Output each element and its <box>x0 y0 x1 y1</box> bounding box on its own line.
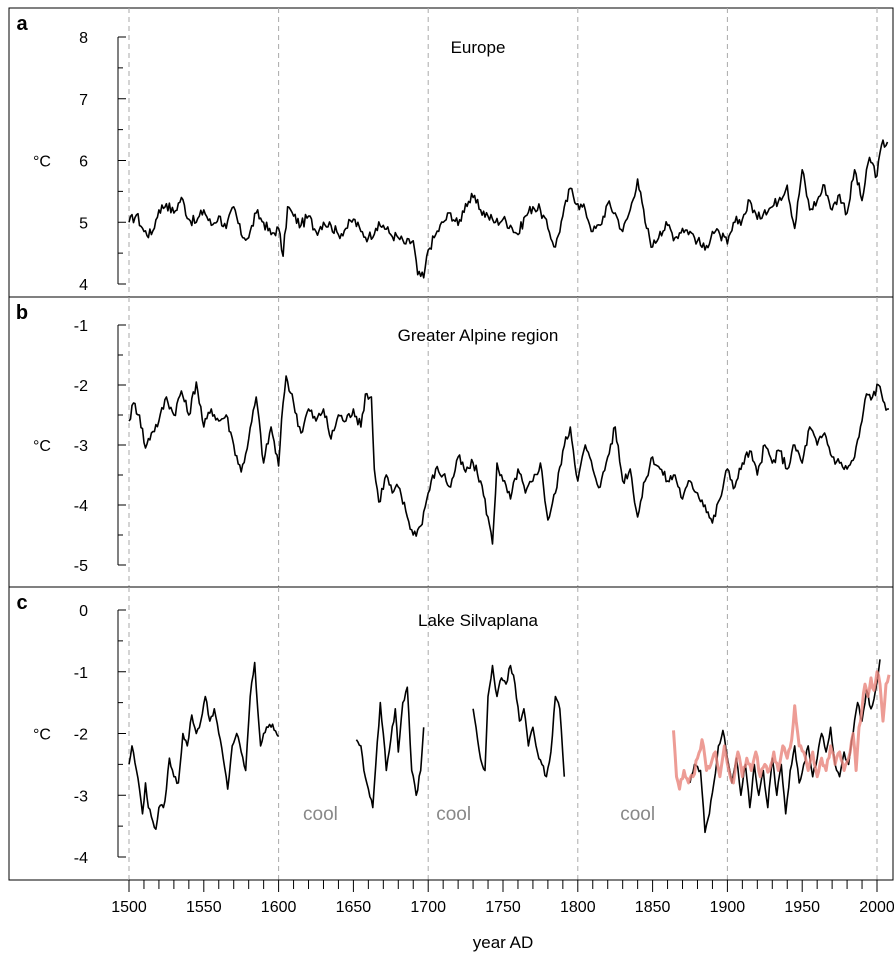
y-tick-label-c: 0 <box>79 603 88 620</box>
panel-title-a: Europe <box>451 38 506 57</box>
y-axis-label-c: °C <box>33 727 51 744</box>
annotation-cool-2: cool <box>620 804 655 825</box>
series-line-b-0 <box>128 375 889 545</box>
x-tick-label: 1650 <box>336 899 372 916</box>
y-tick-label-b: -5 <box>74 558 88 575</box>
annotation-cool-0: cool <box>303 804 338 825</box>
series-line-c-1 <box>355 686 425 809</box>
panel-title-b: Greater Alpine region <box>398 326 559 345</box>
series-line-c-2 <box>472 664 566 778</box>
x-tick-label: 2000 <box>859 899 894 916</box>
series-line-a-0 <box>128 139 889 279</box>
y-axis-label-a: °C <box>33 154 51 171</box>
x-tick-label: 1500 <box>111 899 147 916</box>
x-tick-label: 1950 <box>784 899 820 916</box>
x-tick-label: 1800 <box>560 899 596 916</box>
panel-letter-b: b <box>16 302 28 324</box>
y-tick-label-a: 4 <box>79 277 88 294</box>
x-tick-label: 1700 <box>410 899 446 916</box>
annotation-cool-1: cool <box>436 804 471 825</box>
panel-title-c: Lake Silvaplana <box>418 611 539 630</box>
panel-frame-c <box>8 586 894 881</box>
y-axis-label-b: °C <box>33 438 51 455</box>
y-tick-label-b: -3 <box>74 438 88 455</box>
panel-letter-c: c <box>16 592 27 614</box>
y-tick-label-b: -2 <box>74 378 88 395</box>
x-tick-label: 1900 <box>710 899 746 916</box>
series-line-c-3 <box>689 659 881 834</box>
y-tick-label-a: 7 <box>79 92 88 109</box>
panel-letter-a: a <box>16 13 28 35</box>
x-tick-label: 1550 <box>186 899 222 916</box>
series-line-c-0 <box>128 661 280 830</box>
y-tick-label-c: -2 <box>74 727 88 744</box>
y-tick-label-c: -3 <box>74 788 88 805</box>
y-tick-label-a: 8 <box>79 30 88 47</box>
y-tick-label-b: -4 <box>74 498 88 515</box>
y-tick-label-c: -4 <box>74 850 88 867</box>
series-line-red-c-0 <box>672 670 891 791</box>
y-tick-label-c: -1 <box>74 665 88 682</box>
y-tick-label-a: 5 <box>79 215 88 232</box>
x-tick-label: 1750 <box>485 899 521 916</box>
x-tick-label: 1850 <box>635 899 671 916</box>
x-axis-label: year AD <box>473 933 533 952</box>
x-tick-label: 1600 <box>261 899 297 916</box>
y-tick-label-b: -1 <box>74 318 88 335</box>
y-tick-label-a: 6 <box>79 154 88 171</box>
